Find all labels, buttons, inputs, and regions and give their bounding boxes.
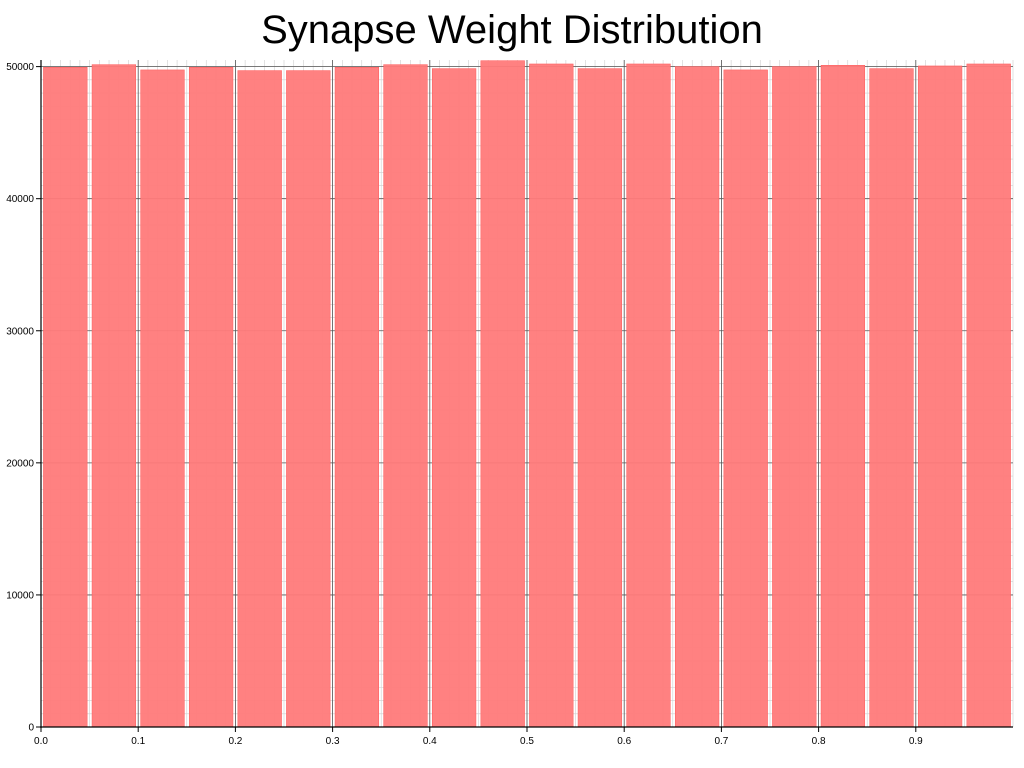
y-tick-label: 40000 <box>6 194 34 205</box>
y-tick-label: 30000 <box>6 326 34 337</box>
histogram-bar <box>772 66 817 728</box>
x-tick-label: 0.4 <box>423 736 437 747</box>
histogram-bar <box>334 67 380 728</box>
x-tick-label: 0.8 <box>812 736 826 747</box>
histogram-bar <box>577 68 623 728</box>
histogram-bar <box>286 70 331 728</box>
x-tick-label: 0.9 <box>909 736 923 747</box>
histogram-bar <box>91 64 137 728</box>
histogram-bar <box>383 64 428 728</box>
histogram-bar <box>723 69 768 728</box>
x-tick-label: 0.6 <box>617 736 631 747</box>
histogram-bar <box>820 65 866 728</box>
chart-title: Synapse Weight Distribution <box>261 8 763 52</box>
histogram-bar <box>674 66 720 728</box>
histogram-bar <box>626 63 671 728</box>
x-tick-label: 0.5 <box>520 736 534 747</box>
histogram-bar <box>140 69 185 728</box>
x-tick-label: 0.2 <box>228 736 242 747</box>
x-ticks: 0.0 0.1 0.2 0.3 0.4 0.5 0.6 0.7 0.8 0.9 <box>34 727 923 747</box>
y-tick-label: 0 <box>28 723 34 734</box>
histogram-bar <box>869 68 914 728</box>
x-tick-label: 0.3 <box>326 736 340 747</box>
x-tick-label: 0.0 <box>34 736 48 747</box>
histogram-bar <box>43 67 88 728</box>
y-tick-label: 50000 <box>6 62 34 73</box>
histogram-bar <box>529 63 574 728</box>
histogram-bar <box>966 63 1011 728</box>
histogram-bar <box>480 60 525 728</box>
y-tick-label: 20000 <box>6 458 34 469</box>
y-ticks: 0 10000 20000 30000 40000 50000 <box>6 62 41 734</box>
histogram-bar <box>188 67 234 728</box>
histogram-bar <box>917 65 963 728</box>
y-tick-label: 10000 <box>6 590 34 601</box>
histogram-bar <box>431 68 477 728</box>
x-tick-label: 0.7 <box>714 736 728 747</box>
histogram-bar <box>237 70 282 728</box>
x-tick-label: 0.1 <box>131 736 145 747</box>
